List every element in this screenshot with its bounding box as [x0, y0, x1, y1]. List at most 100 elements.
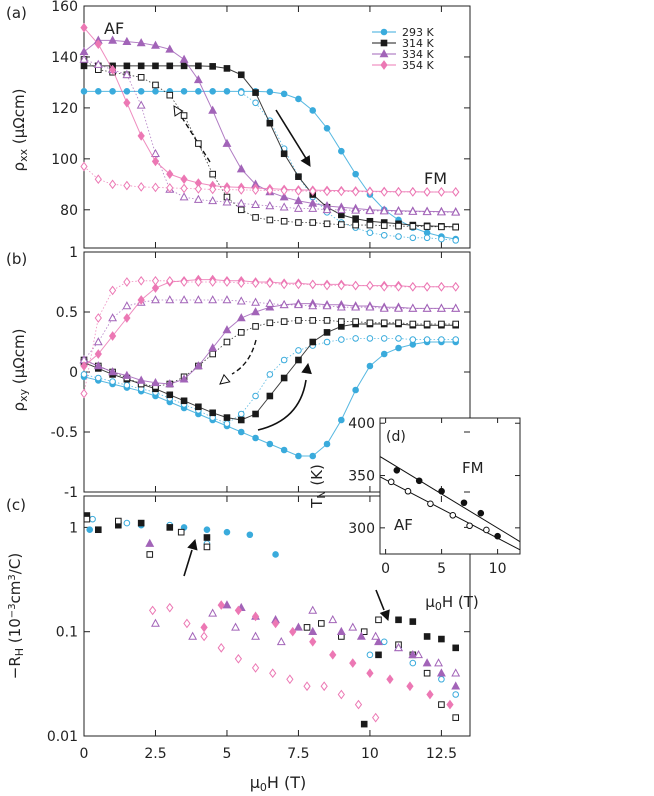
data-point	[180, 88, 188, 95]
data-point	[183, 618, 191, 629]
data-point	[223, 277, 231, 287]
data-point	[122, 69, 132, 79]
data-point	[145, 538, 155, 547]
data-point	[309, 636, 317, 647]
data-point	[303, 624, 311, 631]
series-line	[83, 299, 456, 361]
data-point	[251, 663, 260, 673]
data-point	[272, 551, 279, 558]
data-point	[86, 526, 94, 534]
arrow-head	[301, 362, 312, 375]
panel-c-frame	[83, 495, 471, 737]
data-point	[93, 361, 103, 370]
y-tick-label: 100	[51, 152, 78, 168]
series-line	[83, 280, 456, 394]
data-point	[337, 689, 345, 700]
data-point	[338, 147, 345, 155]
series-line	[83, 319, 456, 387]
legend-label: 334 K	[402, 48, 434, 61]
data-point	[166, 391, 174, 399]
data-point	[115, 517, 122, 525]
data-point	[386, 674, 394, 685]
data-point	[223, 420, 231, 427]
data-point	[336, 302, 346, 311]
data-point	[409, 281, 417, 292]
y-tick-label: -0.5	[51, 425, 78, 441]
data-point	[280, 446, 288, 454]
data-point	[423, 320, 431, 328]
data-point	[208, 343, 218, 352]
data-point	[148, 605, 157, 616]
arrow-head	[379, 609, 390, 622]
data-point	[237, 206, 245, 214]
data-point	[338, 336, 345, 343]
data-point	[438, 235, 445, 243]
data-point	[409, 223, 417, 230]
legend-marker	[380, 28, 388, 36]
data-point	[266, 216, 274, 224]
data-point	[295, 219, 302, 226]
data-point	[354, 699, 363, 710]
data-point	[109, 88, 116, 95]
x-tick-label: 0	[381, 561, 390, 577]
data-point	[252, 323, 259, 330]
data-point	[80, 388, 88, 399]
data-point	[166, 169, 174, 179]
data-point	[80, 371, 88, 378]
data-point	[452, 644, 460, 652]
series-line	[83, 59, 456, 228]
series-line	[241, 92, 456, 241]
data-point	[452, 237, 460, 244]
data-point	[387, 478, 395, 486]
data-point	[108, 64, 117, 75]
data-point	[436, 668, 446, 677]
data-point	[380, 222, 388, 229]
data-point	[137, 182, 145, 192]
data-point	[423, 633, 431, 640]
data-point	[252, 410, 259, 418]
data-point	[446, 699, 454, 710]
data-point	[166, 91, 174, 99]
data-point	[83, 515, 91, 523]
data-point	[437, 187, 446, 197]
data-point	[366, 668, 374, 679]
data-point	[289, 626, 297, 637]
legend-label: 354 K	[402, 59, 434, 72]
data-point	[452, 336, 460, 343]
data-point	[208, 608, 218, 617]
data-point	[251, 307, 260, 316]
x-tick-label: 7.5	[287, 746, 309, 762]
data-point	[308, 626, 318, 635]
data-point	[409, 234, 417, 242]
x-tick-label: 0	[80, 746, 89, 762]
data-point	[409, 659, 417, 667]
data-point	[231, 622, 240, 631]
data-point	[452, 223, 460, 231]
data-point	[434, 658, 443, 667]
legend-marker	[380, 60, 388, 70]
data-point	[406, 681, 414, 692]
data-point	[237, 428, 245, 436]
data-point	[136, 38, 146, 47]
data-point	[309, 107, 317, 114]
arrow-shaft	[231, 339, 257, 375]
data-point	[276, 636, 286, 646]
arrow-shaft	[275, 109, 308, 161]
data-point	[336, 204, 346, 214]
x-tick-label: 10	[489, 561, 507, 577]
data-point	[323, 440, 331, 448]
data-point	[360, 628, 368, 635]
data-point	[294, 622, 303, 631]
data-point	[352, 221, 359, 229]
data-point	[166, 602, 174, 613]
data-point	[379, 303, 389, 312]
data-point	[309, 317, 317, 324]
fit-line	[379, 476, 521, 551]
data-point	[208, 105, 218, 114]
arrow-shaft	[257, 379, 307, 431]
data-point	[266, 278, 274, 289]
fm-label-a: FM	[424, 169, 447, 188]
data-point	[79, 54, 89, 63]
data-point	[209, 88, 216, 95]
data-point	[322, 204, 332, 214]
